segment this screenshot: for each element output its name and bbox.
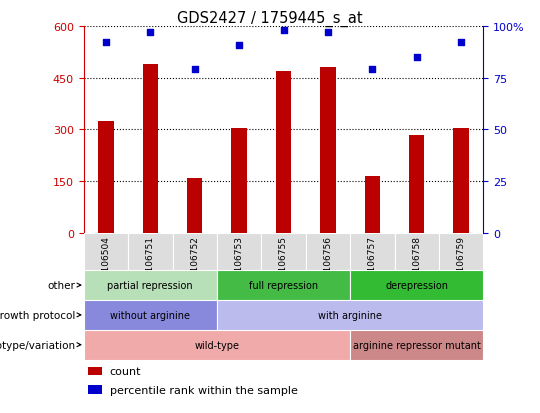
Bar xyxy=(320,68,336,233)
Bar xyxy=(276,71,291,233)
Bar xyxy=(143,65,158,233)
Text: partial repression: partial repression xyxy=(107,280,193,290)
Point xyxy=(457,40,465,47)
Point xyxy=(146,30,154,36)
Bar xyxy=(350,271,483,300)
Text: percentile rank within the sample: percentile rank within the sample xyxy=(110,385,298,395)
Bar xyxy=(231,128,247,233)
Point xyxy=(191,67,199,74)
Text: with arginine: with arginine xyxy=(318,310,382,320)
Text: genotype/variation: genotype/variation xyxy=(0,340,76,350)
Bar xyxy=(350,330,483,360)
Point xyxy=(323,30,332,36)
Bar xyxy=(217,233,261,271)
Text: GSM106759: GSM106759 xyxy=(457,235,465,290)
Bar xyxy=(409,135,424,233)
Point xyxy=(413,55,421,61)
Bar xyxy=(217,300,483,330)
Text: GSM106757: GSM106757 xyxy=(368,235,377,290)
Bar xyxy=(84,233,128,271)
Text: GSM106504: GSM106504 xyxy=(102,235,110,290)
Bar xyxy=(98,121,114,233)
Bar xyxy=(439,233,483,271)
Text: GSM106756: GSM106756 xyxy=(323,235,333,290)
Text: GDS2427 / 1759445_s_at: GDS2427 / 1759445_s_at xyxy=(177,10,363,26)
Text: GSM106753: GSM106753 xyxy=(234,235,244,290)
Text: growth protocol: growth protocol xyxy=(0,310,76,320)
Bar xyxy=(217,271,350,300)
Bar xyxy=(87,367,102,375)
Point xyxy=(235,42,244,49)
Bar xyxy=(350,233,395,271)
Bar xyxy=(261,233,306,271)
Text: full repression: full repression xyxy=(249,280,318,290)
Bar xyxy=(187,178,202,233)
Text: without arginine: without arginine xyxy=(110,310,190,320)
Bar xyxy=(454,128,469,233)
Text: arginine repressor mutant: arginine repressor mutant xyxy=(353,340,481,350)
Bar xyxy=(84,330,350,360)
Point xyxy=(279,28,288,34)
Bar xyxy=(306,233,350,271)
Text: GSM106755: GSM106755 xyxy=(279,235,288,290)
Text: GSM106758: GSM106758 xyxy=(412,235,421,290)
Bar xyxy=(172,233,217,271)
Text: GSM106751: GSM106751 xyxy=(146,235,155,290)
Text: other: other xyxy=(48,280,76,290)
Bar xyxy=(84,300,217,330)
Bar xyxy=(128,233,172,271)
Text: GSM106752: GSM106752 xyxy=(190,235,199,290)
Point xyxy=(368,67,376,74)
Text: derepression: derepression xyxy=(385,280,448,290)
Bar xyxy=(364,177,380,233)
Point xyxy=(102,40,110,47)
Bar xyxy=(84,271,217,300)
Text: count: count xyxy=(110,366,141,376)
Bar xyxy=(87,385,102,394)
Bar xyxy=(395,233,439,271)
Text: wild-type: wild-type xyxy=(194,340,239,350)
